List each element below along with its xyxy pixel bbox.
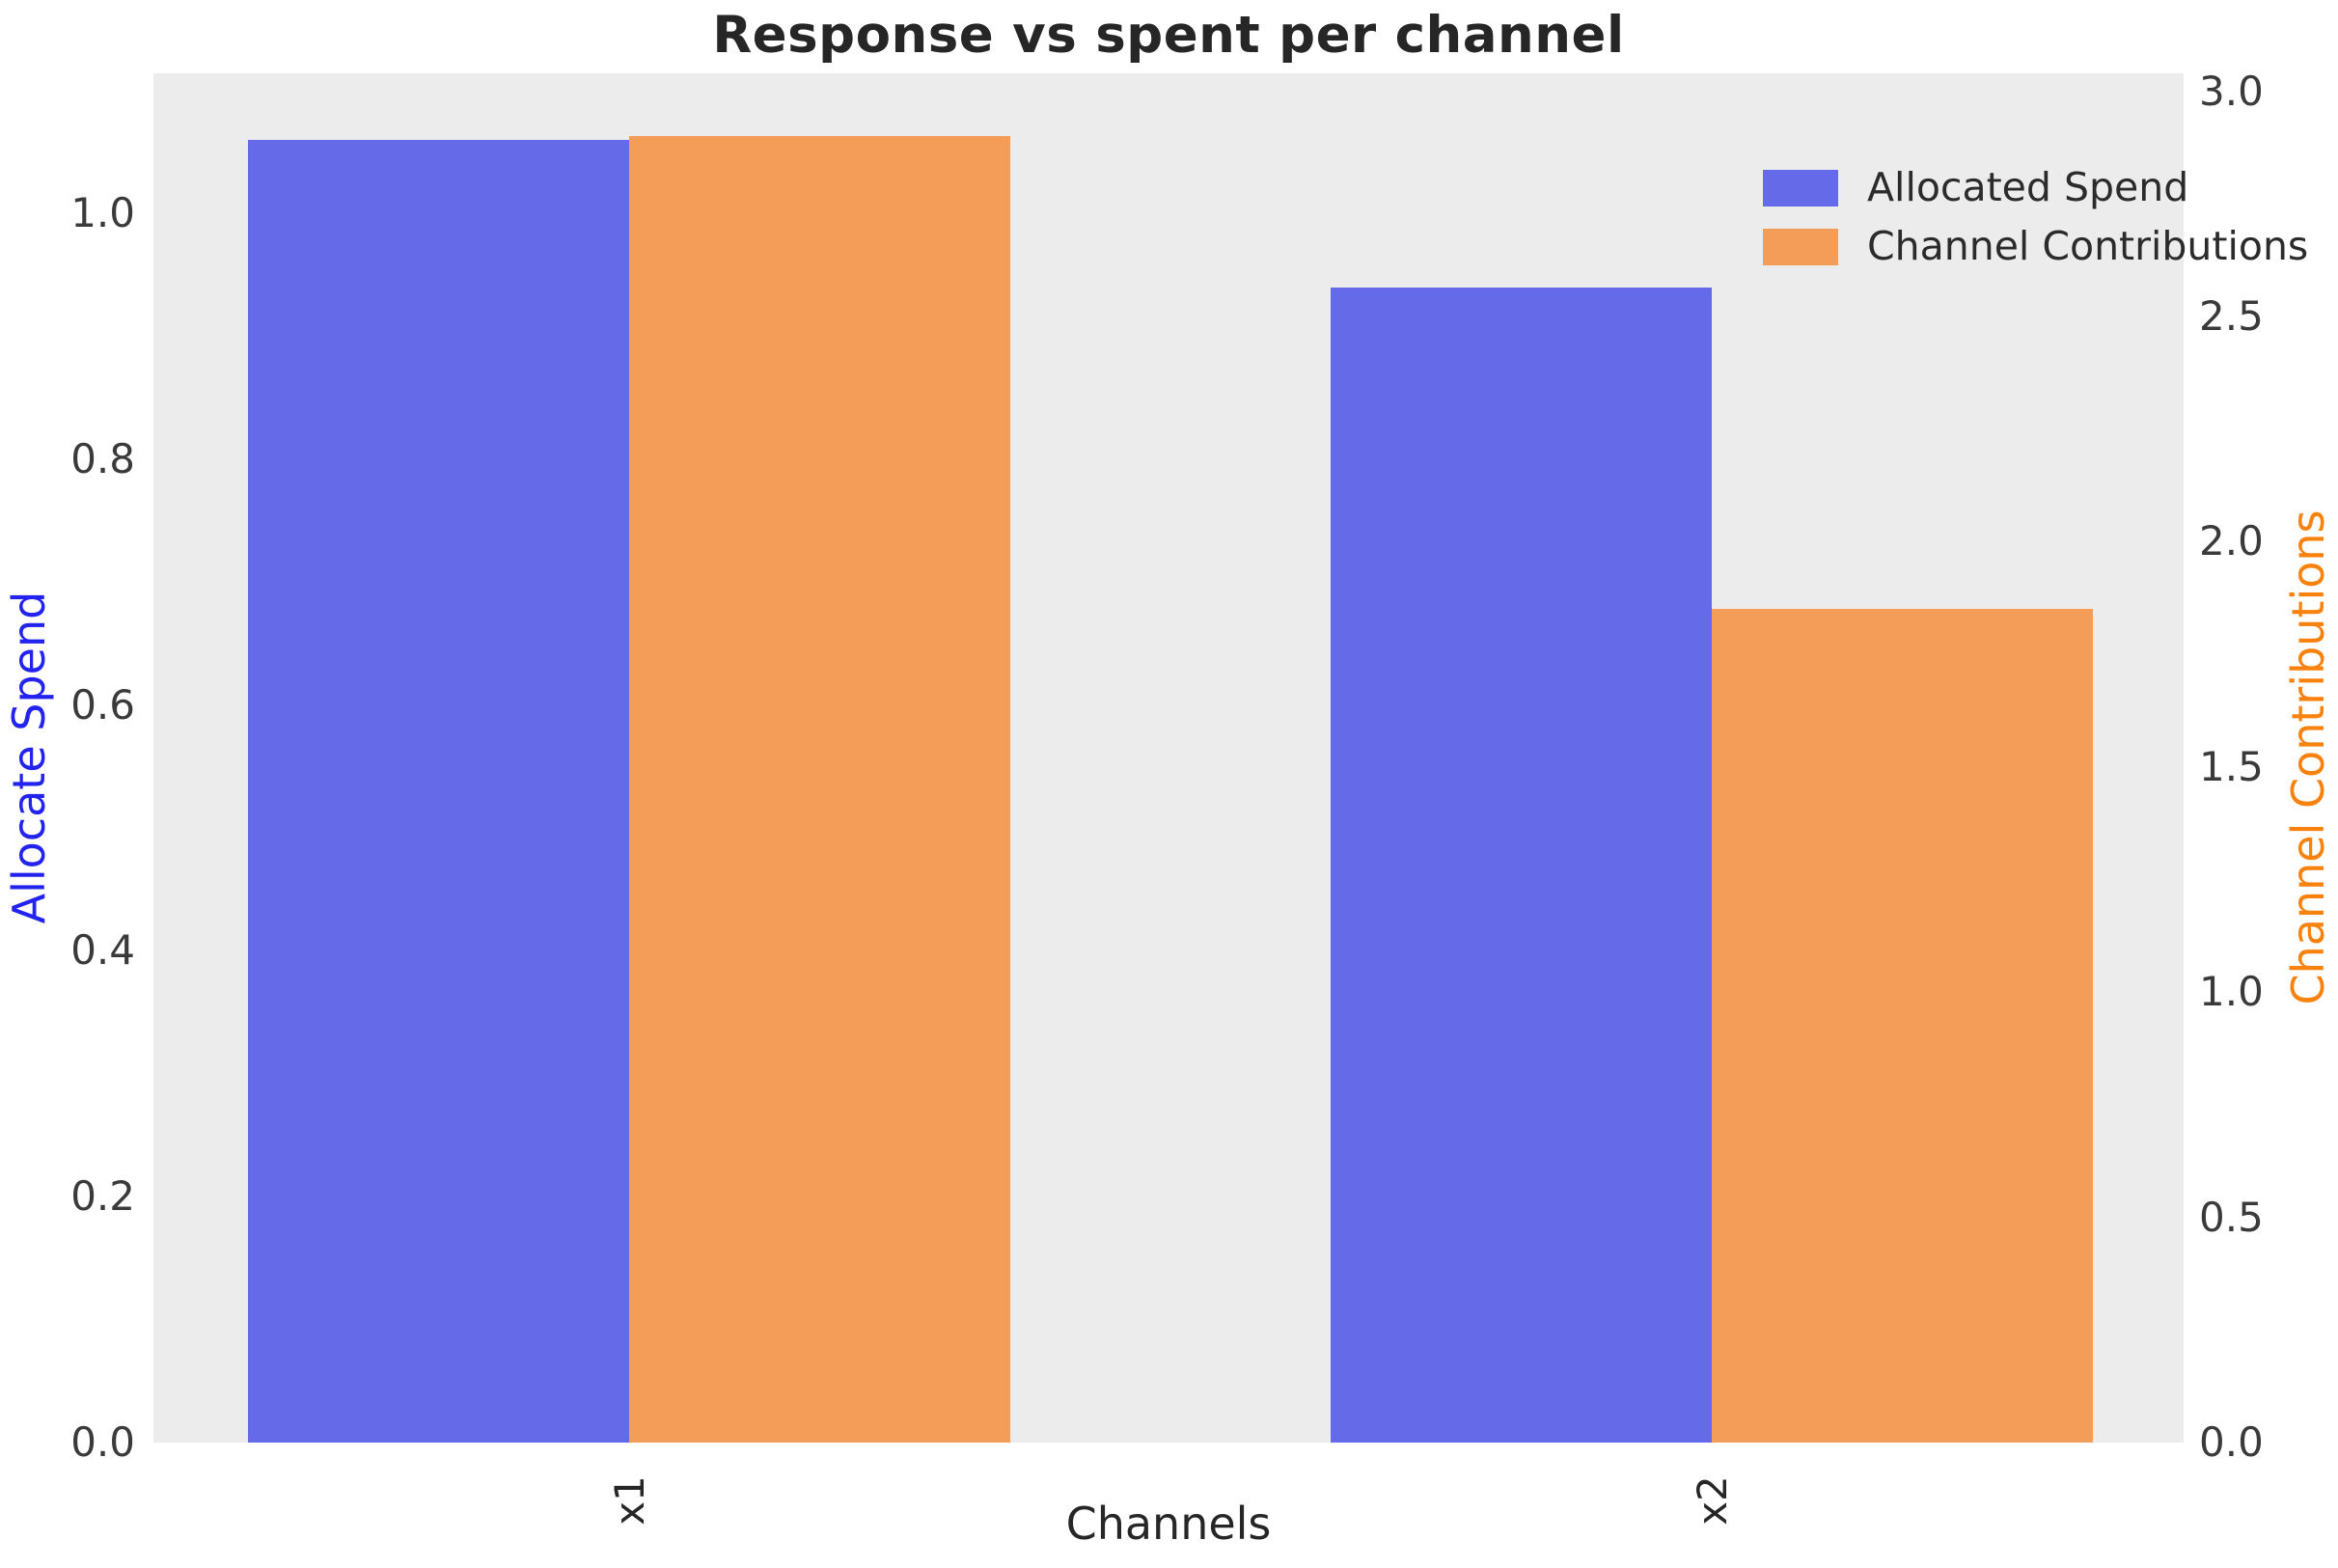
y-axis-label-left: Allocate Spend <box>3 591 55 924</box>
y-tick-left-0.6: 0.6 <box>70 680 135 729</box>
y-tick-right-1.0: 1.0 <box>2199 968 2264 1016</box>
y-tick-right-1.5: 1.5 <box>2199 742 2264 790</box>
legend-item-channel-contributions: Channel Contributions <box>1763 223 2309 270</box>
y-tick-right-2.0: 2.0 <box>2199 517 2264 565</box>
y-tick-left-0.4: 0.4 <box>70 926 135 975</box>
y-tick-right-3.0: 3.0 <box>2199 67 2264 115</box>
plot-area: Allocated Spend Channel Contributions <box>153 73 2308 1443</box>
y-axis-label-right: Channel Contributions <box>2282 509 2334 1005</box>
y-tick-left-1.0: 1.0 <box>70 189 135 237</box>
legend-label: Channel Contributions <box>1867 223 2309 270</box>
bar-allocated-spend-x1 <box>248 139 629 1443</box>
bar-channel-contributions-x1 <box>629 136 1010 1443</box>
legend: Allocated Spend Channel Contributions <box>1763 164 2309 270</box>
y-tick-right-2.5: 2.5 <box>2199 292 2264 341</box>
legend-swatch-icon <box>1763 169 1838 206</box>
y-tick-left-0.2: 0.2 <box>70 1172 135 1221</box>
y-tick-left-0.8: 0.8 <box>70 434 135 482</box>
y-tick-left-0.0: 0.0 <box>70 1418 135 1466</box>
bar-channel-contributions-x2 <box>1712 609 2093 1443</box>
y-tick-right-0.5: 0.5 <box>2199 1193 2264 1241</box>
legend-label: Allocated Spend <box>1867 164 2189 210</box>
x-axis-label: Channels <box>1065 1498 1272 1550</box>
legend-item-allocated-spend: Allocated Spend <box>1763 164 2308 210</box>
legend-swatch-icon <box>1763 228 1838 265</box>
bar-allocated-spend-x2 <box>1331 287 1712 1443</box>
y-tick-right-0.0: 0.0 <box>2199 1418 2264 1466</box>
chart-title: Response vs spent per channel <box>712 6 1625 65</box>
